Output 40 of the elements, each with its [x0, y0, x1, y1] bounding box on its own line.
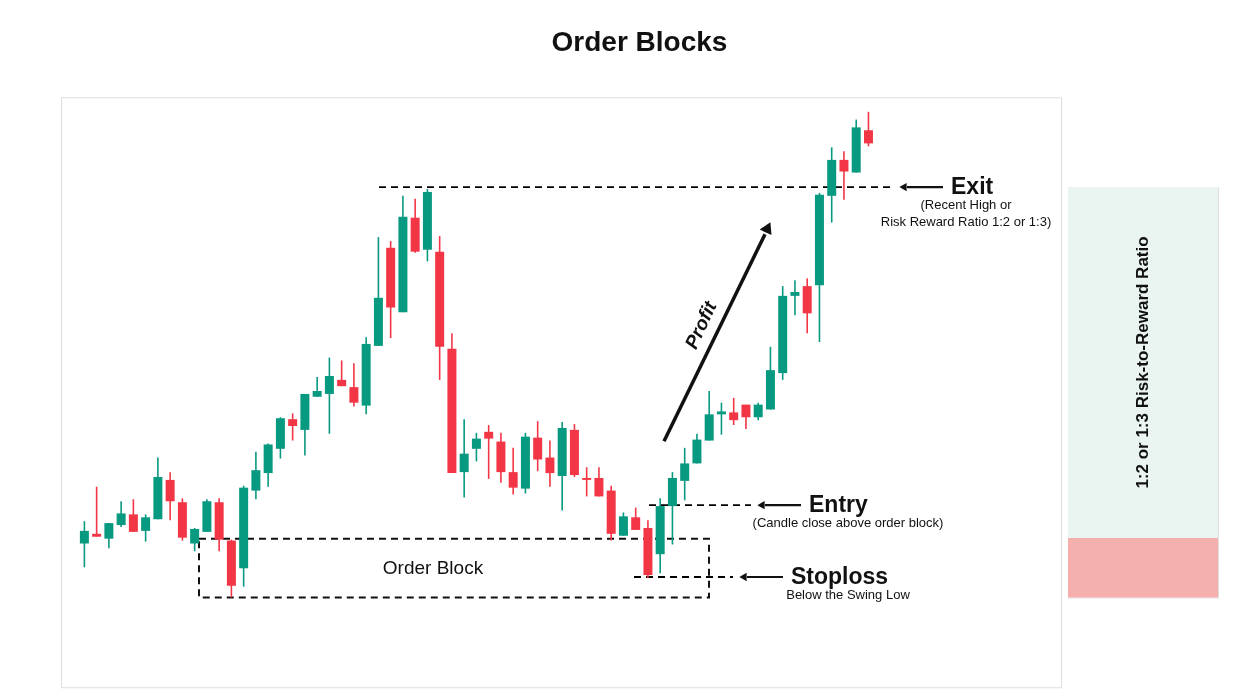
candlestick — [618, 511, 628, 537]
candlestick — [839, 150, 849, 201]
chart-title: Order Blocks — [551, 25, 728, 57]
candlestick — [459, 418, 469, 499]
candlestick — [190, 527, 200, 553]
candlestick — [312, 376, 322, 398]
candlestick — [251, 450, 261, 501]
candlestick — [545, 439, 555, 488]
candlestick — [692, 432, 702, 465]
candlestick — [471, 432, 481, 463]
ref-line-label: Stoploss — [791, 563, 889, 590]
candlestick — [349, 362, 359, 408]
candlestick — [324, 356, 334, 435]
candlestick — [116, 500, 126, 528]
candlestick — [92, 485, 102, 538]
candlestick — [533, 420, 543, 472]
candlestick — [128, 498, 138, 533]
candlestick — [582, 466, 592, 498]
candlestick — [165, 471, 175, 521]
candlestick — [790, 279, 800, 317]
candlestick — [631, 506, 641, 531]
annotation: Profit — [680, 297, 721, 352]
candlestick — [141, 513, 151, 543]
candlestick — [594, 466, 604, 498]
candlestick — [508, 447, 518, 496]
candlestick — [288, 412, 298, 442]
candlestick — [863, 111, 873, 148]
candlestick — [729, 397, 739, 426]
candlestick — [104, 522, 114, 550]
candlestick — [716, 401, 726, 436]
band-label: Order Block — [382, 557, 484, 579]
candlestick — [680, 447, 690, 502]
candlestick — [337, 359, 347, 387]
annotation: 1:2 or 1:3 Risk-to-Reward Ratio — [1133, 236, 1152, 489]
ref-line-label: Entry — [809, 491, 868, 518]
ref-line-label: Exit — [951, 173, 994, 200]
text: (Recent High or Risk Reward Ratio 1:2 or 1:3) — [880, 197, 1052, 230]
candlestick — [741, 403, 751, 430]
candlestick — [484, 424, 494, 480]
candlestick — [79, 520, 89, 569]
